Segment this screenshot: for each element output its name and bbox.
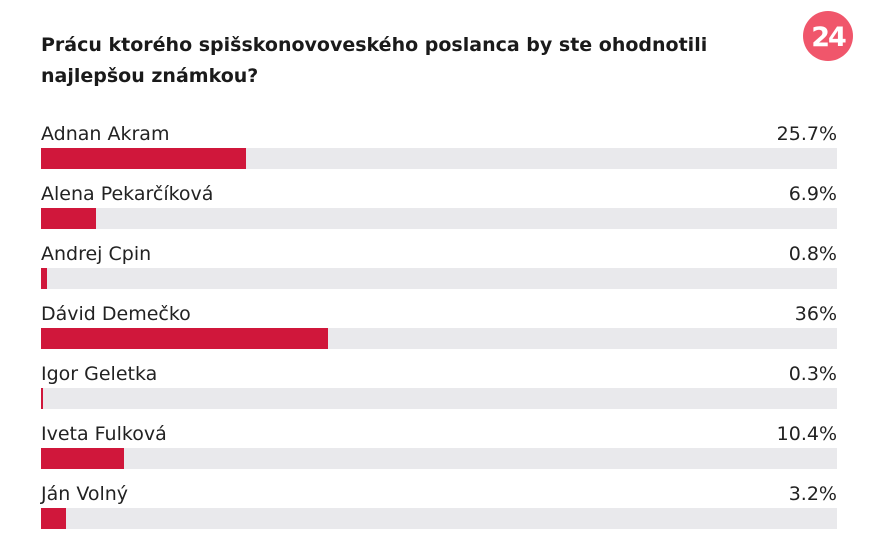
option-label: Dávid Demečko [41, 303, 191, 325]
option-percentage: 0.3% [788, 363, 837, 385]
poll-question: Prácu ktorého spišskonovoveského poslanc… [41, 34, 708, 87]
poll-option[interactable]: Igor Geletka 0.3% [41, 360, 837, 420]
option-percentage: 10.4% [776, 423, 837, 445]
option-label: Andrej Cpin [41, 243, 152, 265]
result-bar-fill [41, 268, 48, 289]
option-percentage: 3.2% [788, 483, 837, 505]
result-bar-track [41, 508, 837, 529]
result-bar-track [41, 148, 837, 169]
option-label: Igor Geletka [41, 363, 158, 385]
poll-options: Adnan Akram 25.7% Alena Pekarčíková 6.9% And… [41, 120, 837, 540]
option-percentage: 25.7% [776, 123, 837, 145]
poll-option[interactable]: Ján Volný 3.2% [41, 480, 837, 540]
result-bar-fill [41, 208, 96, 229]
poll-option[interactable]: Iveta Fulková 10.4% [41, 420, 837, 480]
option-label: Iveta Fulková [41, 423, 167, 445]
result-bar-fill [41, 328, 328, 349]
result-bar-fill [41, 508, 67, 529]
option-percentage: 36% [794, 303, 837, 325]
option-percentage: 6.9% [788, 183, 837, 205]
result-bar-track [41, 388, 837, 409]
news24-logo[interactable]: 24 [803, 11, 853, 61]
result-bar-fill [41, 448, 124, 469]
result-bar-track [41, 208, 837, 229]
logo-text: 24 [811, 22, 846, 53]
option-percentage: 0.8% [788, 243, 837, 265]
option-label: Ján Volný [41, 483, 129, 505]
result-bar-fill [41, 388, 44, 409]
poll-option[interactable]: Dávid Demečko 36% [41, 300, 837, 360]
logo-circle [803, 11, 853, 61]
option-label: Alena Pekarčíková [41, 183, 214, 205]
result-bar-track [41, 268, 837, 289]
result-bar-track [41, 448, 837, 469]
poll-option[interactable]: Alena Pekarčíková 6.9% [41, 180, 837, 240]
option-label: Adnan Akram [41, 123, 170, 145]
result-bar-fill [41, 148, 246, 169]
result-bar-track [41, 328, 837, 349]
poll-option[interactable]: Andrej Cpin 0.8% [41, 240, 837, 300]
poll-option[interactable]: Adnan Akram 25.7% [41, 120, 837, 180]
